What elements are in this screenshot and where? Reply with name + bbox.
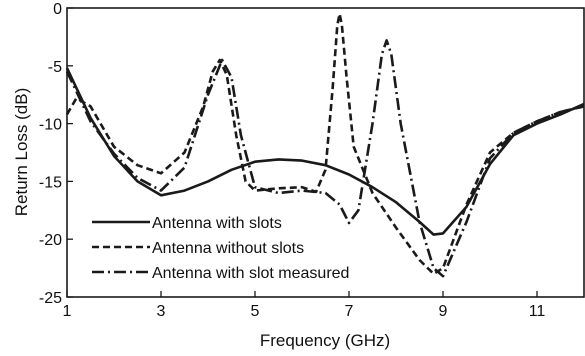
y-tick-label: -20: [39, 232, 62, 249]
y-tick-label: -15: [39, 174, 62, 191]
legend: Antenna with slots Antenna without slots A…: [92, 215, 349, 282]
y-tick-label: 0: [53, 1, 62, 18]
y-tick-labels: 0 -5 -10 -15 -20 -25: [39, 1, 62, 307]
x-tick-label: 3: [157, 303, 166, 320]
y-tick-label: -10: [39, 117, 62, 134]
legend-label-1: Antenna with slots: [152, 215, 282, 232]
x-tick-label: 11: [529, 303, 546, 320]
series-line-2: [65, 12, 585, 276]
x-axis-label: Frequency (GHz): [260, 331, 390, 350]
x-tick-labels: 1 3 5 7 9 11: [63, 303, 546, 320]
series-line-1: [65, 67, 585, 236]
series-lines: [65, 12, 585, 278]
x-tick-label: 7: [345, 303, 354, 320]
x-tick-label: 5: [251, 303, 260, 320]
legend-label-2: Antenna without slots: [152, 240, 304, 257]
legend-label-3: Antenna with slot measured: [152, 265, 349, 282]
y-tick-label: -25: [39, 290, 62, 307]
x-tick-label: 9: [439, 303, 448, 320]
series-line-3: [65, 39, 585, 278]
plot-frame: [66, 7, 585, 298]
y-tick-label: -5: [48, 59, 62, 76]
y-axis-label: Return Loss (dB): [12, 88, 31, 217]
x-tick-label: 1: [63, 303, 72, 320]
